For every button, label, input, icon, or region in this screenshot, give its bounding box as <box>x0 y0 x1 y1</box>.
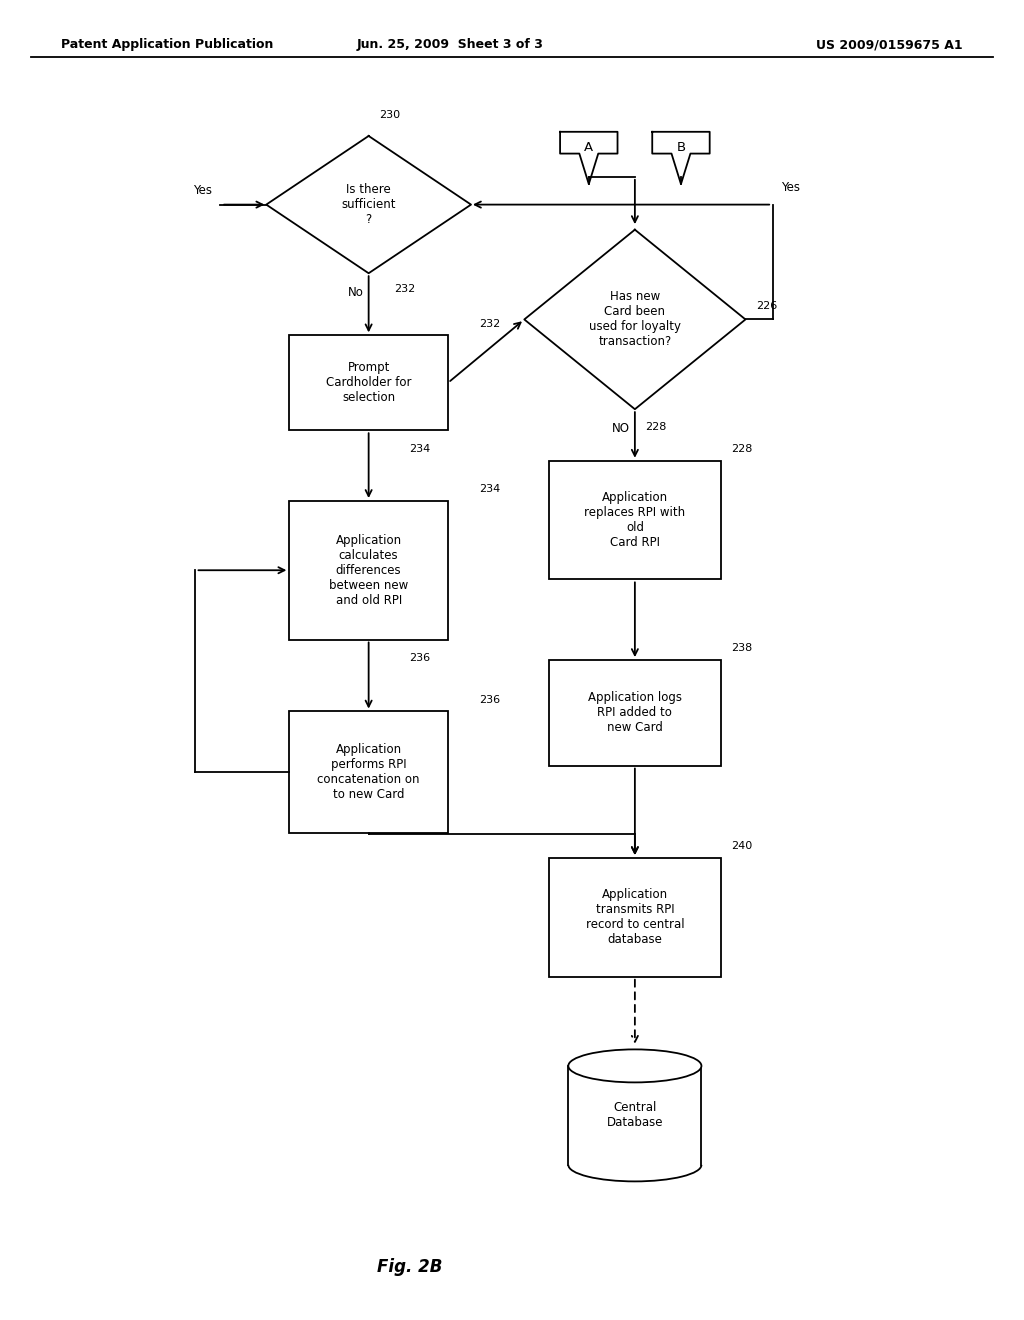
Text: 240: 240 <box>731 841 753 851</box>
Text: 226: 226 <box>756 301 777 312</box>
Text: Central
Database: Central Database <box>606 1101 664 1130</box>
Text: 234: 234 <box>410 444 431 454</box>
FancyBboxPatch shape <box>289 502 449 640</box>
Ellipse shape <box>568 1049 701 1082</box>
Text: Application
calculates
differences
between new
and old RPI: Application calculates differences betwe… <box>329 533 409 607</box>
Text: Patent Application Publication: Patent Application Publication <box>61 38 273 51</box>
Text: 228: 228 <box>645 422 667 433</box>
Text: US 2009/0159675 A1: US 2009/0159675 A1 <box>816 38 963 51</box>
Polygon shape <box>652 132 710 183</box>
Text: 234: 234 <box>479 484 500 495</box>
Text: 230: 230 <box>379 110 400 120</box>
Text: 232: 232 <box>394 284 416 294</box>
Text: Fig. 2B: Fig. 2B <box>377 1258 442 1276</box>
Text: 236: 236 <box>410 653 431 663</box>
Bar <box>568 1067 701 1166</box>
Text: 228: 228 <box>731 444 753 454</box>
Text: 232: 232 <box>479 318 500 329</box>
Text: Is there
sufficient
?: Is there sufficient ? <box>341 183 396 226</box>
Text: A: A <box>585 141 593 154</box>
FancyBboxPatch shape <box>549 461 721 579</box>
FancyBboxPatch shape <box>289 335 449 430</box>
Text: Application
performs RPI
concatenation on
to new Card: Application performs RPI concatenation o… <box>317 743 420 801</box>
Polygon shape <box>560 132 617 183</box>
FancyBboxPatch shape <box>549 858 721 977</box>
Text: Yes: Yes <box>781 181 801 194</box>
Text: Yes: Yes <box>193 183 212 197</box>
FancyBboxPatch shape <box>289 711 449 833</box>
Polygon shape <box>266 136 471 273</box>
Text: Application
replaces RPI with
old
Card RPI: Application replaces RPI with old Card R… <box>585 491 685 549</box>
Text: No: No <box>347 286 364 300</box>
Text: Prompt
Cardholder for
selection: Prompt Cardholder for selection <box>326 362 412 404</box>
Text: B: B <box>677 141 685 154</box>
Text: Application
transmits RPI
record to central
database: Application transmits RPI record to cent… <box>586 888 684 946</box>
Text: 238: 238 <box>731 643 753 653</box>
Text: NO: NO <box>611 422 630 436</box>
Text: Application logs
RPI added to
new Card: Application logs RPI added to new Card <box>588 692 682 734</box>
Text: 236: 236 <box>479 694 500 705</box>
FancyBboxPatch shape <box>549 660 721 766</box>
Text: Has new
Card been
used for loyalty
transaction?: Has new Card been used for loyalty trans… <box>589 290 681 348</box>
Polygon shape <box>524 230 745 409</box>
Text: Jun. 25, 2009  Sheet 3 of 3: Jun. 25, 2009 Sheet 3 of 3 <box>357 38 544 51</box>
